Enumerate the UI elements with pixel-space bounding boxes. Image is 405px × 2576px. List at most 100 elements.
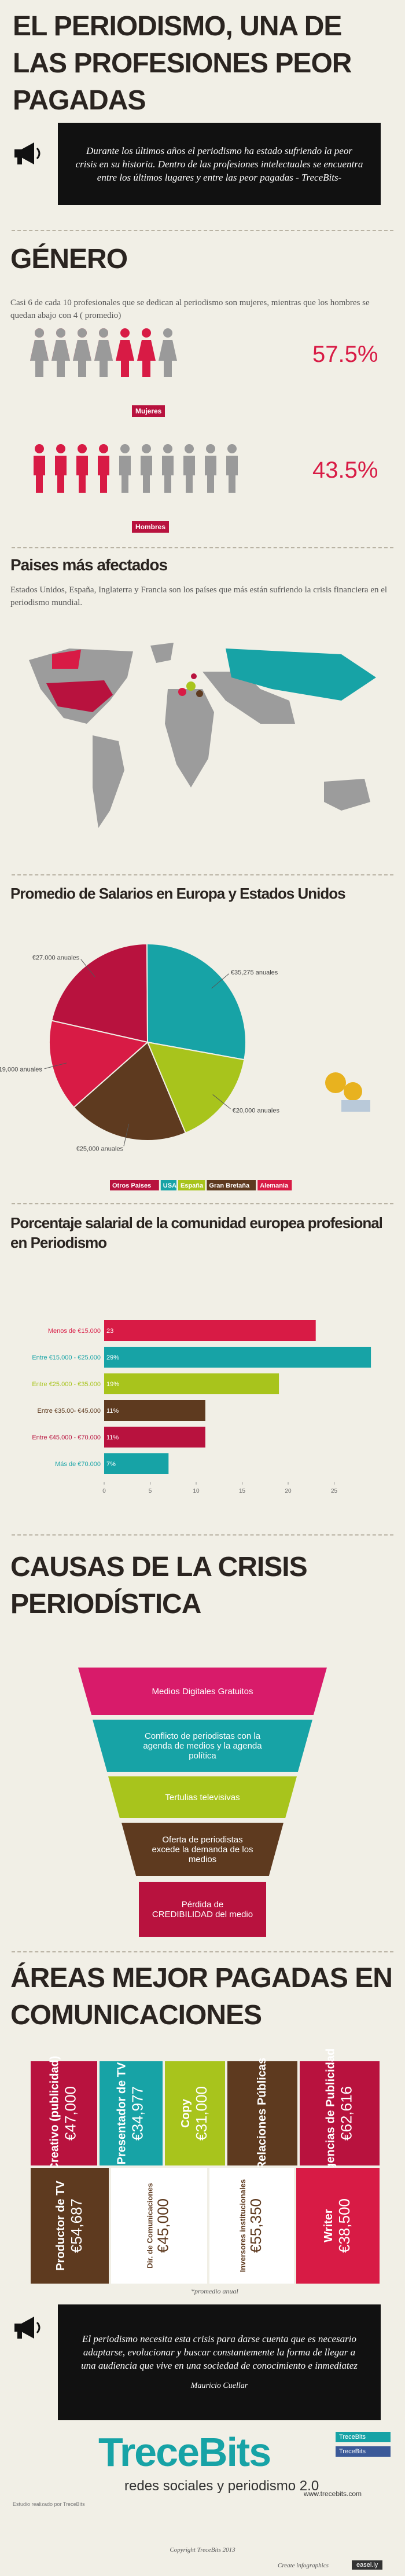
area-salary: €47,000 [61,2086,79,2141]
quote-text: El periodismo necesita esta crisis para … [81,2333,358,2371]
women-percent: 57.5% [312,342,378,367]
bar-value-label: 11% [106,1408,119,1415]
area-block: Creativo (publicidad) €47,000 [30,2056,98,2171]
bar-category-label: Entre €35.00- €45.000 [38,1408,101,1415]
copyright: Copyright TreceBits 2013 [170,2546,235,2553]
world-map [29,643,376,828]
bar-value-label: 7% [106,1461,116,1468]
leader-line [123,1123,130,1146]
title: EL PERIODISMO, UNA DE LAS PROFESIONES PE… [13,11,352,116]
legend-label: Alemania [260,1182,289,1189]
legend-swatch [178,1180,205,1190]
area-name: Productor de TV [54,2181,67,2271]
legend-label: Gran Bretaña [209,1182,250,1189]
pie-value-label: €25,000 anuales [76,1145,124,1152]
x-tick-label: 20 [285,1488,292,1494]
quote-box: El periodismo necesita esta crisis para … [58,2304,381,2420]
legend-label: España [181,1182,204,1189]
x-tick-label: 10 [193,1488,200,1494]
area-block: Writer €38,500 [295,2167,381,2285]
cause-text: Medios Digitales Gratuitos [152,1686,253,1696]
intro-text: Durante los últimos años el periodismo h… [75,145,363,183]
separator [12,1203,393,1204]
area-name: Relaciones Públicas [256,2057,269,2170]
brand-button[interactable]: easel.ly [352,2560,383,2570]
leader-line [211,973,230,989]
area-salary: €55,350 [247,2198,264,2253]
cause-text: Tertulias televisivas [165,1792,240,1802]
leader-line [212,1094,231,1109]
area-block: Relaciones Públicas [226,2057,299,2170]
cause-level: Medios Digitales Gratuitos [78,1668,327,1715]
bar-category-label: Entre €45.000 - €70.000 [32,1434,101,1441]
money-icon [325,1072,370,1112]
x-tick-label: 5 [149,1488,152,1494]
legend-swatch [160,1180,176,1190]
causes-heading: CAUSAS DE LA CRISIS PERIODÍSTICA [10,1552,308,1619]
bar-chart: Menos de €15.000 23 Entre €15.000 - €25.00… [32,1320,371,1494]
separator [12,1951,393,1952]
bar [104,1453,169,1474]
legend-swatch [257,1180,292,1190]
area-name: Copy [179,2099,192,2128]
cause-level: Tertulias televisivas [108,1776,297,1818]
area-salary: €45,000 [154,2198,172,2253]
men-label: Hombres [132,521,170,533]
bar-value-label: 29% [106,1354,119,1361]
area-name: Inversores institucionales [238,2179,247,2273]
cause-text: Conflicto de periodistas con la agenda d… [143,1731,262,1761]
create-text: Create infographics [278,2562,329,2569]
area-salary: €31,000 [192,2086,210,2141]
gender-heading: GÉNERO [10,244,128,274]
area-salary: €62,616 [337,2086,355,2141]
pie-slice [146,943,246,1061]
area-block: Inversores institucionales €55,350 [208,2167,295,2285]
bar-value-label: 11% [106,1434,119,1441]
areas-note: *promedio anual [191,2287,238,2295]
areas-heading: ÁREAS MEJOR PAGADAS EN COMUNICACIONES [10,1963,393,2031]
area-name: Writer [322,2209,335,2242]
bar-value-label: 19% [106,1381,119,1388]
legend-swatch [207,1180,256,1190]
cause-text: Pérdida de CREDIBILIDAD del medio [152,1899,253,1919]
countries-text: Estados Unidos, España, Inglaterra y Fra… [10,585,388,607]
bar-category-label: Más de €70.000 [55,1461,101,1468]
x-tick-label: 15 [239,1488,246,1494]
area-block: Copy €31,000 [164,2060,226,2167]
area-block: Agencias de Publicidad €62,616 [299,2049,381,2178]
pie-value-label: €20,000 anuales [233,1108,280,1115]
area-block: Dir. de Comunicaciones €45,000 [110,2167,208,2285]
separator [12,1534,393,1536]
area-name: Dir. de Comunicaciones [146,2183,154,2269]
bar [104,1400,205,1421]
website[interactable]: www.trecebits.com [304,2490,362,2498]
pie-value-label: €27.000 anuales [32,955,80,962]
bar-category-label: Entre €15.000 - €25.000 [32,1354,101,1361]
bar-category-label: Entre €25.000 - €35.000 [32,1381,101,1388]
countries-heading: Paises más afectados [10,556,168,574]
area-block: Productor de TV €54,687 [30,2167,110,2285]
twitter-button[interactable]: TreceBits [336,2432,391,2442]
megaphone-icon [14,2317,41,2339]
bar [104,1320,316,1341]
quote-author: Mauricio Cuellar [190,2381,248,2390]
separator [12,547,393,548]
pie-value-label: €35,275 anuales [231,969,278,976]
bar-category-label: Menos de €15.000 [48,1328,101,1335]
bar [104,1373,279,1394]
men-percent: 43.5% [312,457,378,483]
intro-box: Durante los últimos años el periodismo h… [58,123,381,205]
area-name: Creativo (publicidad) [48,2055,61,2171]
area-name: Agencias de Publicidad [324,2048,337,2179]
bar-title: Porcentaje salarial de la comunidad euro… [10,1214,383,1251]
leader-line [44,1062,67,1069]
area-salary: €38,500 [335,2198,353,2253]
separator [12,230,393,231]
logo: TreceBits [98,2430,271,2475]
facebook-button[interactable]: TreceBits [336,2446,391,2457]
pie-value-label: €19,000 anuales [0,1067,42,1073]
legend-label: Otros Paises [112,1182,151,1189]
area-salary: €34,977 [128,2086,146,2141]
